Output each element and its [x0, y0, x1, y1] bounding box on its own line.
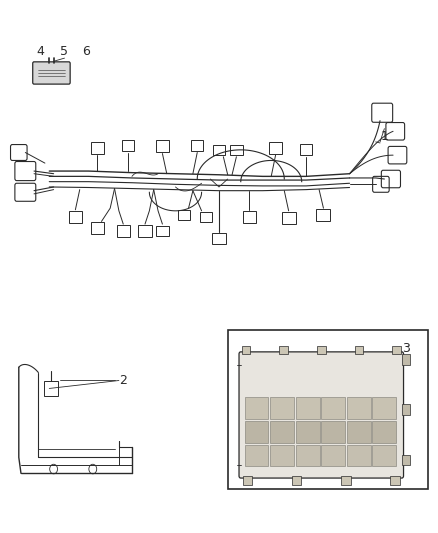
- Bar: [178, 210, 190, 220]
- Bar: [391, 476, 400, 486]
- Bar: [191, 140, 203, 151]
- Bar: [228, 330, 428, 489]
- Bar: [269, 142, 282, 154]
- FancyBboxPatch shape: [33, 62, 70, 84]
- Bar: [91, 222, 104, 233]
- Text: 3: 3: [402, 342, 410, 355]
- Text: 1: 1: [381, 130, 389, 143]
- Bar: [45, 381, 58, 396]
- Bar: [282, 212, 296, 224]
- Bar: [156, 140, 169, 152]
- Bar: [243, 212, 256, 223]
- Bar: [245, 421, 268, 442]
- Bar: [242, 345, 251, 354]
- Bar: [292, 476, 301, 486]
- Bar: [213, 144, 225, 155]
- Bar: [355, 345, 363, 354]
- Bar: [372, 421, 396, 442]
- Bar: [347, 445, 371, 466]
- Bar: [138, 225, 152, 237]
- Bar: [245, 398, 268, 419]
- Bar: [117, 225, 130, 237]
- Text: 4: 4: [37, 45, 45, 58]
- Bar: [245, 445, 268, 466]
- Text: 2: 2: [119, 374, 127, 387]
- Bar: [347, 398, 371, 419]
- Bar: [156, 225, 169, 236]
- Text: 5: 5: [60, 45, 68, 58]
- Bar: [347, 421, 371, 442]
- Bar: [300, 144, 312, 155]
- Bar: [372, 398, 396, 419]
- Bar: [402, 354, 410, 365]
- Bar: [212, 232, 226, 244]
- Bar: [317, 209, 330, 221]
- Bar: [279, 345, 288, 354]
- Bar: [121, 140, 134, 151]
- Bar: [392, 345, 401, 354]
- Bar: [296, 398, 320, 419]
- Bar: [321, 398, 345, 419]
- Bar: [321, 445, 345, 466]
- Bar: [341, 476, 351, 486]
- Bar: [402, 455, 410, 465]
- Bar: [230, 144, 243, 155]
- Bar: [270, 398, 294, 419]
- Bar: [243, 476, 252, 486]
- FancyBboxPatch shape: [239, 352, 403, 478]
- Bar: [270, 421, 294, 442]
- Bar: [69, 212, 82, 223]
- Text: 6: 6: [82, 45, 90, 58]
- Bar: [270, 445, 294, 466]
- Bar: [91, 142, 104, 154]
- Bar: [317, 345, 325, 354]
- Bar: [296, 445, 320, 466]
- Bar: [200, 212, 212, 222]
- Bar: [402, 405, 410, 415]
- Bar: [372, 445, 396, 466]
- Bar: [321, 421, 345, 442]
- Bar: [296, 421, 320, 442]
